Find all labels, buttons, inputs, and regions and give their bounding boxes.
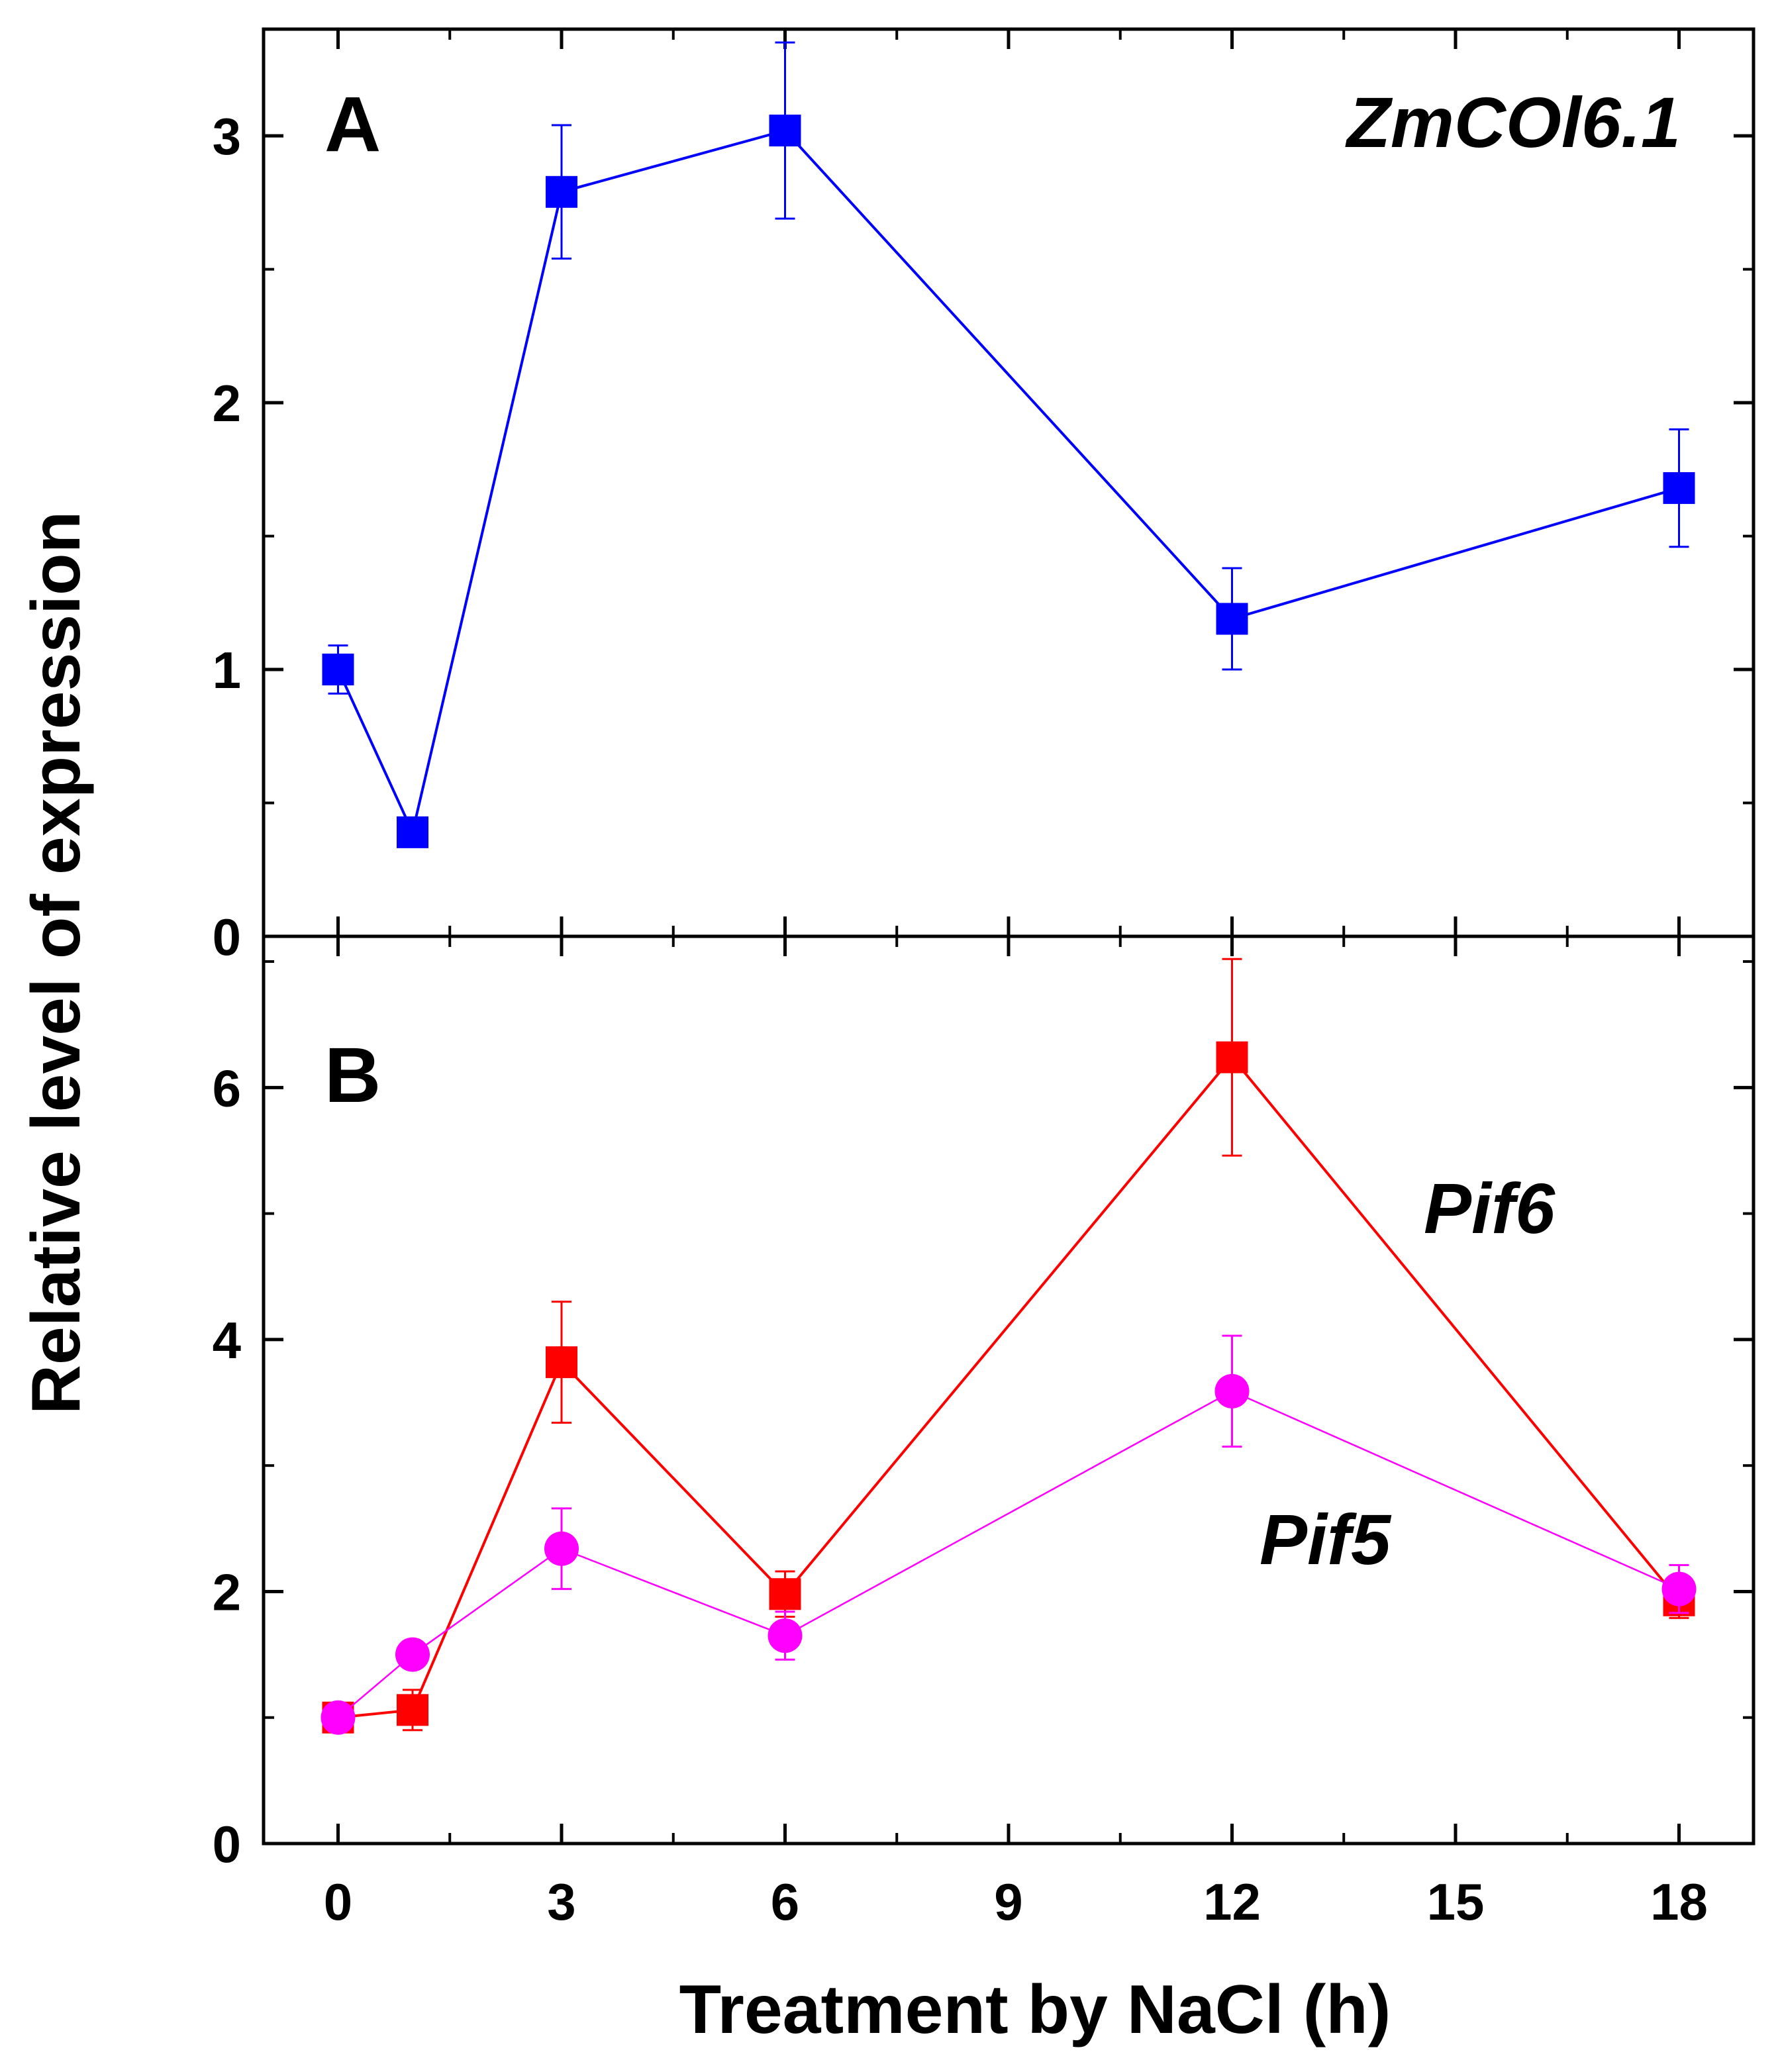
panel-b-pif5-point (767, 1618, 803, 1653)
panel-a-letter: A (324, 81, 381, 168)
panel-a-y-tick-label: 1 (213, 641, 241, 699)
panel-b: 0 2 4 6 B Pif6 Pif5 (213, 934, 1755, 1873)
panel-b-y-tick-label: 6 (213, 1059, 241, 1117)
panel-b-series (321, 958, 1697, 1735)
panel-b-pif6-point (1216, 1041, 1248, 1073)
panel-a-zmcol6-1-point (322, 654, 354, 686)
x-tick-label: 9 (994, 1873, 1022, 1931)
x-tick-label: 0 (324, 1873, 352, 1931)
panel-b-pif6-point (397, 1694, 428, 1726)
panel-b-pif5-point (321, 1700, 356, 1735)
y-axis-title: Relative level of expression (18, 511, 95, 1414)
panel-a-zmcol6-1-point (397, 816, 428, 848)
panel-a-ticks: 0 1 2 3 (213, 29, 1754, 966)
panel-b-y-tick-label: 2 (213, 1563, 241, 1621)
panel-a-zmcol6-1-line (336, 128, 1680, 837)
panel-b-pif5-point (544, 1531, 579, 1566)
panel-b-y-tick-label: 4 (213, 1311, 241, 1369)
panel-b-letter: B (324, 1032, 381, 1119)
panel-a-y-tick-label: 0 (213, 908, 241, 966)
x-tick-label: 18 (1650, 1873, 1708, 1931)
panel-a-zmcol6-1-point (1663, 472, 1695, 505)
x-tick-label: 12 (1203, 1873, 1261, 1931)
panel-a-zmcol6-1-point (1216, 603, 1248, 635)
series-label-pif6: Pif6 (1424, 1168, 1556, 1248)
x-tick-label: 6 (771, 1873, 799, 1931)
panel-b-pif5-point (395, 1637, 430, 1672)
panel-b-pif6-point (546, 1346, 577, 1379)
x-tick-labels: 0 3 6 9 12 15 18 (324, 1873, 1708, 1931)
panel-a: 0 1 2 3 A ZmCOl6.1 (213, 27, 1755, 966)
series-label-zmcol6-1: ZmCOl6.1 (1345, 82, 1681, 162)
x-axis-title: Treatment by NaCl (h) (679, 1971, 1391, 2048)
panel-b-y-tick-label: 0 (213, 1815, 241, 1873)
panel-a-y-tick-label: 3 (213, 107, 241, 166)
panel-b-pif5-point (1661, 1571, 1697, 1606)
panel-b-frame (262, 934, 1755, 1846)
panel-b-pif6-point (769, 1578, 801, 1610)
panel-a-zmcol6-1-point (546, 175, 577, 208)
panel-a-series (322, 41, 1695, 848)
x-tick-label: 15 (1427, 1873, 1485, 1931)
x-tick-label: 3 (547, 1873, 575, 1931)
panel-b-pif5-point (1214, 1373, 1250, 1408)
panel-a-y-tick-label: 2 (213, 374, 241, 432)
series-label-pif5: Pif5 (1260, 1499, 1392, 1579)
panel-a-zmcol6-1-point (769, 115, 801, 147)
